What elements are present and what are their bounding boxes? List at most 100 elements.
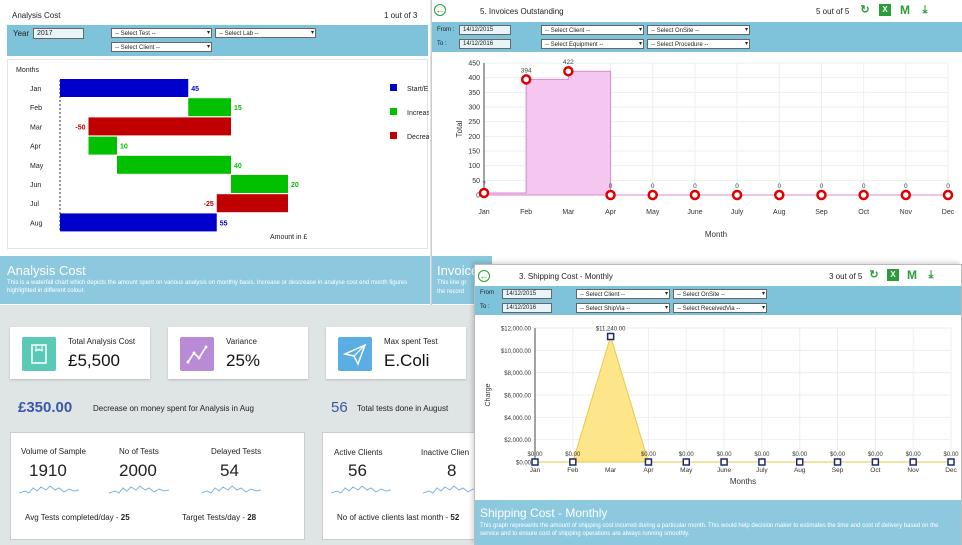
sparkline [109, 485, 169, 494]
excel-icon[interactable]: X [887, 269, 899, 281]
data-point [731, 189, 743, 201]
x-tick-label: Sep [815, 209, 828, 216]
y-tick-label: $6,000.00 [504, 394, 531, 400]
y-tick-label: 250 [468, 119, 480, 126]
description-title: Analysis Cost [7, 263, 86, 278]
download-icon[interactable]: ⤓ [922, 4, 928, 16]
select-receivedvia-label: -- Select ReceivedVia -- [677, 306, 741, 312]
data-label: 0 [735, 183, 739, 190]
shipping-panel: ← 3. Shipping Cost - Monthly 3 out of 5 … [474, 264, 962, 545]
y-axis-title: Months [16, 67, 39, 74]
data-point [795, 458, 804, 466]
data-point [689, 189, 701, 201]
data-label: 20 [291, 182, 299, 189]
decrease-text: Decrease on money spent for Analysis in … [93, 404, 254, 413]
waterfall-bar [231, 175, 288, 193]
panel-title: Analysis Cost [12, 11, 61, 20]
category-label: Jul [30, 201, 39, 208]
select-onsite-dropdown[interactable]: -- Select OnSite -- ▾ [647, 25, 750, 35]
data-label: $0.00 [565, 452, 581, 458]
mail-icon[interactable]: M [900, 3, 910, 17]
chevron-down-icon: ▾ [664, 305, 668, 311]
kpi-total-analysis-cost: Total Analysis Cost £5,500 [10, 327, 150, 379]
waterfall-bar [88, 136, 117, 155]
waterfall-bar [117, 155, 231, 174]
select-shipvia-dropdown[interactable]: -- Select ShipVia -- ▾ [576, 303, 670, 313]
data-point [720, 458, 728, 466]
select-equipment-label: -- Select Equipment -- [545, 42, 604, 48]
description-title: Invoice [437, 263, 479, 278]
x-axis-title: Month [705, 230, 727, 239]
back-arrow-icon[interactable]: ← [478, 270, 490, 282]
stat-value: 56 [348, 461, 367, 480]
x-axis-title: Amount in £ [270, 234, 307, 241]
year-input[interactable]: 2017 [33, 28, 84, 39]
y-tick-label: 100 [468, 163, 480, 170]
x-tick-label: Sep [832, 467, 844, 474]
x-tick-label: May [646, 209, 660, 216]
category-label: Mar [30, 124, 43, 131]
x-tick-label: Jan [530, 467, 541, 474]
x-tick-label: Jan [478, 209, 489, 216]
x-tick-label: Dec [942, 209, 955, 216]
select-test-dropdown[interactable]: -- Select Test -- ▾ [111, 28, 212, 38]
data-label: $11,240.00 [596, 326, 626, 332]
stat-value: 8 [447, 461, 457, 480]
shipping-chart: $0.00 $2,000.00 $4,000.00 $6,000.00 $8,000.0… [485, 326, 959, 486]
data-point [942, 189, 954, 201]
select-equipment-dropdown[interactable]: -- Select Equipment -- ▾ [541, 39, 644, 49]
shipping-description: Shipping Cost - Monthly This graph repre… [475, 500, 961, 545]
data-point [858, 189, 869, 201]
chevron-down-icon: ▾ [638, 41, 642, 47]
kpi-title: Variance [226, 337, 257, 346]
to-date-input[interactable]: 14/12/2016 [502, 303, 552, 313]
stat-label: Inactive Clien [421, 448, 470, 457]
category-label: Jun [30, 182, 41, 189]
select-client-dropdown[interactable]: -- Select Client -- ▾ [541, 25, 644, 35]
analysis-description: Analysis Cost This is a waterfall chart … [0, 256, 430, 304]
category-label: Jan [30, 86, 41, 93]
year-label: Year [13, 29, 30, 38]
stat-label: Volume of Sample [21, 447, 86, 456]
select-client-dropdown[interactable]: -- Select Client -- ▾ [111, 42, 212, 52]
kpi-value: 25% [226, 351, 261, 370]
refresh-icon[interactable]: ↻ [869, 269, 879, 281]
y-tick-label: $0.00 [516, 461, 532, 467]
refresh-icon[interactable]: ↻ [860, 4, 870, 16]
data-label: $0.00 [527, 452, 543, 458]
waterfall-bar [60, 79, 189, 97]
select-procedure-dropdown[interactable]: -- Select Procedure -- ▾ [647, 39, 750, 49]
avg-tests-line: Avg Tests completed/day - 25 [25, 513, 130, 522]
data-label: 10 [120, 144, 128, 151]
select-onsite-dropdown[interactable]: -- Select OnSite -- ▾ [673, 289, 767, 299]
from-date-input[interactable]: 14/12/2015 [459, 25, 511, 35]
y-tick-label: 50 [472, 178, 480, 185]
to-label: To : [437, 41, 447, 47]
data-label: 55 [220, 220, 228, 227]
y-tick-label: 200 [468, 134, 480, 141]
chevron-down-icon: ▾ [310, 30, 314, 36]
target-tests-value: 28 [247, 513, 257, 522]
pager-label: 1 out of 3 [384, 11, 418, 20]
back-arrow-icon[interactable]: ← [434, 4, 446, 16]
y-tick-label: 450 [468, 61, 480, 68]
kpi-title: Total Analysis Cost [68, 337, 136, 346]
from-label: From [480, 290, 494, 296]
select-lab-dropdown[interactable]: -- Select Lab -- ▾ [215, 28, 316, 38]
to-date-input[interactable]: 14/12/2016 [459, 39, 511, 49]
description-title: Shipping Cost - Monthly [480, 506, 608, 520]
y-tick-label: 400 [468, 75, 480, 82]
stat-label: Delayed Tests [211, 447, 262, 456]
mail-icon[interactable]: M [907, 268, 917, 282]
from-date-input[interactable]: 14/12/2015 [502, 289, 552, 299]
x-tick-label: Oct [870, 467, 880, 474]
data-point [644, 458, 653, 466]
stat-label: Active Clients [334, 448, 383, 457]
select-receivedvia-dropdown[interactable]: -- Select ReceivedVia -- ▾ [673, 303, 767, 313]
select-client-dropdown[interactable]: -- Select Client -- ▾ [576, 289, 670, 299]
select-onsite-label: -- Select OnSite -- [677, 292, 726, 298]
data-label: 7 [482, 181, 486, 188]
excel-icon[interactable]: X [879, 4, 891, 16]
download-icon[interactable]: ⤓ [928, 269, 934, 281]
data-label: $0.00 [641, 452, 657, 458]
